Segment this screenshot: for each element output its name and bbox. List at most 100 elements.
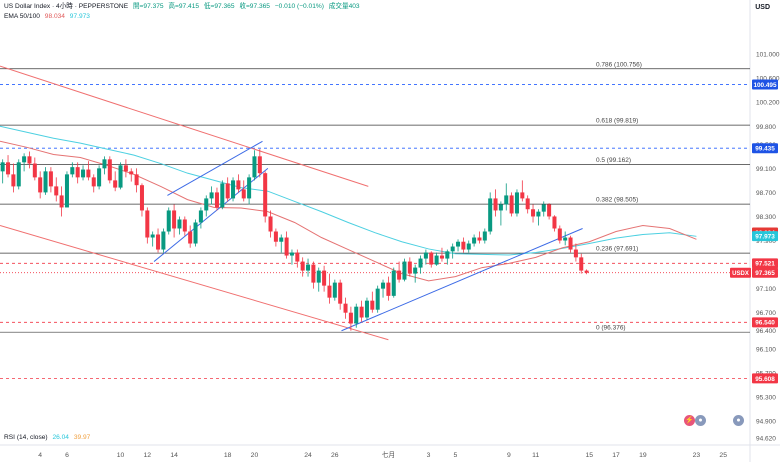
candle-body xyxy=(306,264,311,271)
lightning-event-icon[interactable]: ⚡ xyxy=(684,415,695,426)
symbol-title: US Dollar Index · 4小時 · PEPPERSTONE xyxy=(4,3,129,10)
candle-body xyxy=(418,258,423,268)
candle-body xyxy=(198,210,203,223)
y-tick-label: 95.300 xyxy=(756,394,776,401)
x-tick-label: 17 xyxy=(612,452,620,459)
candle-body xyxy=(16,162,21,187)
price-tag xyxy=(752,373,778,384)
candle-body xyxy=(81,169,86,178)
candle-body xyxy=(493,198,498,211)
candle-body xyxy=(391,270,396,296)
candle-body xyxy=(54,186,59,196)
candle-body xyxy=(38,177,43,193)
candle-body xyxy=(129,171,134,175)
y-tick-label: 99.100 xyxy=(756,166,776,173)
candle-body xyxy=(445,251,450,259)
y-tick-label: 96.400 xyxy=(756,328,776,335)
ema-label: EMA 50/100 xyxy=(4,13,40,20)
y-tick-label: 98.700 xyxy=(756,190,776,197)
fib-level-label: 0.5 (99.162) xyxy=(596,157,631,164)
y-tick-label: 97.900 xyxy=(756,238,776,245)
candle-body xyxy=(231,180,236,199)
trendline xyxy=(341,228,583,332)
ema100-value: 97.973 xyxy=(69,13,90,20)
price-tag xyxy=(752,231,778,242)
y-tick-label: 96.100 xyxy=(756,346,776,353)
x-tick-label: 19 xyxy=(639,452,647,459)
candle-body xyxy=(139,185,144,211)
candle-body xyxy=(488,198,493,232)
x-tick-label: 4 xyxy=(38,452,42,459)
symbol-legend: US Dollar Index · 4小時 · PEPPERSTONE 開=97… xyxy=(4,2,363,11)
candle-body xyxy=(182,219,187,232)
y-tick-label: 99.800 xyxy=(756,124,776,131)
us-flag-event-icon-2[interactable]: ● xyxy=(733,415,744,426)
ema-legend: EMA 50/100 98.034 97.973 xyxy=(4,12,93,21)
candle-body xyxy=(381,282,386,289)
candle-body xyxy=(220,183,225,208)
candle-body xyxy=(525,198,530,210)
candle-body xyxy=(236,180,241,190)
x-tick-label: 18 xyxy=(224,452,232,459)
candle-body xyxy=(482,231,487,241)
candle-body xyxy=(145,210,150,238)
x-tick-label: 15 xyxy=(586,452,594,459)
candle-body xyxy=(22,156,27,163)
candle-body xyxy=(6,162,11,175)
rsi-label: RSI (14, close) xyxy=(4,434,48,441)
candle-body xyxy=(584,270,589,273)
x-tick-label: 11 xyxy=(532,452,539,459)
candle-body xyxy=(214,192,219,208)
rsi-value: 26.04 xyxy=(52,434,69,441)
candle-body xyxy=(300,261,305,271)
y-tick-label: 97.100 xyxy=(756,286,776,293)
price-tag-label: 100.495 xyxy=(753,82,777,89)
symbol-tag-label: USDX xyxy=(732,271,749,277)
candle-body xyxy=(48,171,53,187)
candle-body xyxy=(177,219,182,229)
price-tag xyxy=(752,317,778,328)
price-tag-label: 96.540 xyxy=(755,320,775,327)
fib-level-label: 0.382 (98.505) xyxy=(596,197,638,204)
candle-body xyxy=(273,231,278,242)
candle-body xyxy=(557,228,562,241)
trendline xyxy=(0,225,389,341)
x-tick-label: 3 xyxy=(427,452,431,459)
candle-body xyxy=(413,267,418,274)
candle-body xyxy=(70,167,75,175)
candle-body xyxy=(156,234,161,250)
price-tag-label: 97.973 xyxy=(755,234,775,241)
candle-body xyxy=(509,195,514,214)
candle-body xyxy=(311,264,316,283)
price-tag xyxy=(752,267,778,278)
candle-body xyxy=(166,210,171,232)
candle-body xyxy=(531,209,536,217)
us-flag-event-icon[interactable]: ● xyxy=(695,415,706,426)
candle-body xyxy=(552,216,557,229)
candle-body xyxy=(375,288,380,310)
ema50-line xyxy=(0,140,697,282)
candle-body xyxy=(102,159,107,169)
candle-body xyxy=(322,270,327,286)
price-tag-label: 99.435 xyxy=(755,146,775,153)
candle-body xyxy=(86,169,91,178)
candle-body xyxy=(450,246,455,252)
price-tag xyxy=(752,258,778,269)
candle-body xyxy=(134,174,139,186)
candle-body xyxy=(279,237,284,242)
candle-body xyxy=(209,192,214,199)
candle-body xyxy=(434,255,439,265)
x-tick-label: 25 xyxy=(719,452,727,459)
high-value: 高=97.415 xyxy=(168,3,200,10)
x-tick-label: 23 xyxy=(693,452,701,459)
candle-body xyxy=(338,282,343,304)
candle-body xyxy=(536,211,541,217)
candle-body xyxy=(461,241,466,250)
candle-body xyxy=(429,252,434,265)
candle-body xyxy=(563,237,568,241)
candle-body xyxy=(364,300,369,318)
close-value: 收=97.365 xyxy=(239,3,270,10)
candle-body xyxy=(241,189,246,199)
low-value: 低=97.365 xyxy=(203,3,235,10)
